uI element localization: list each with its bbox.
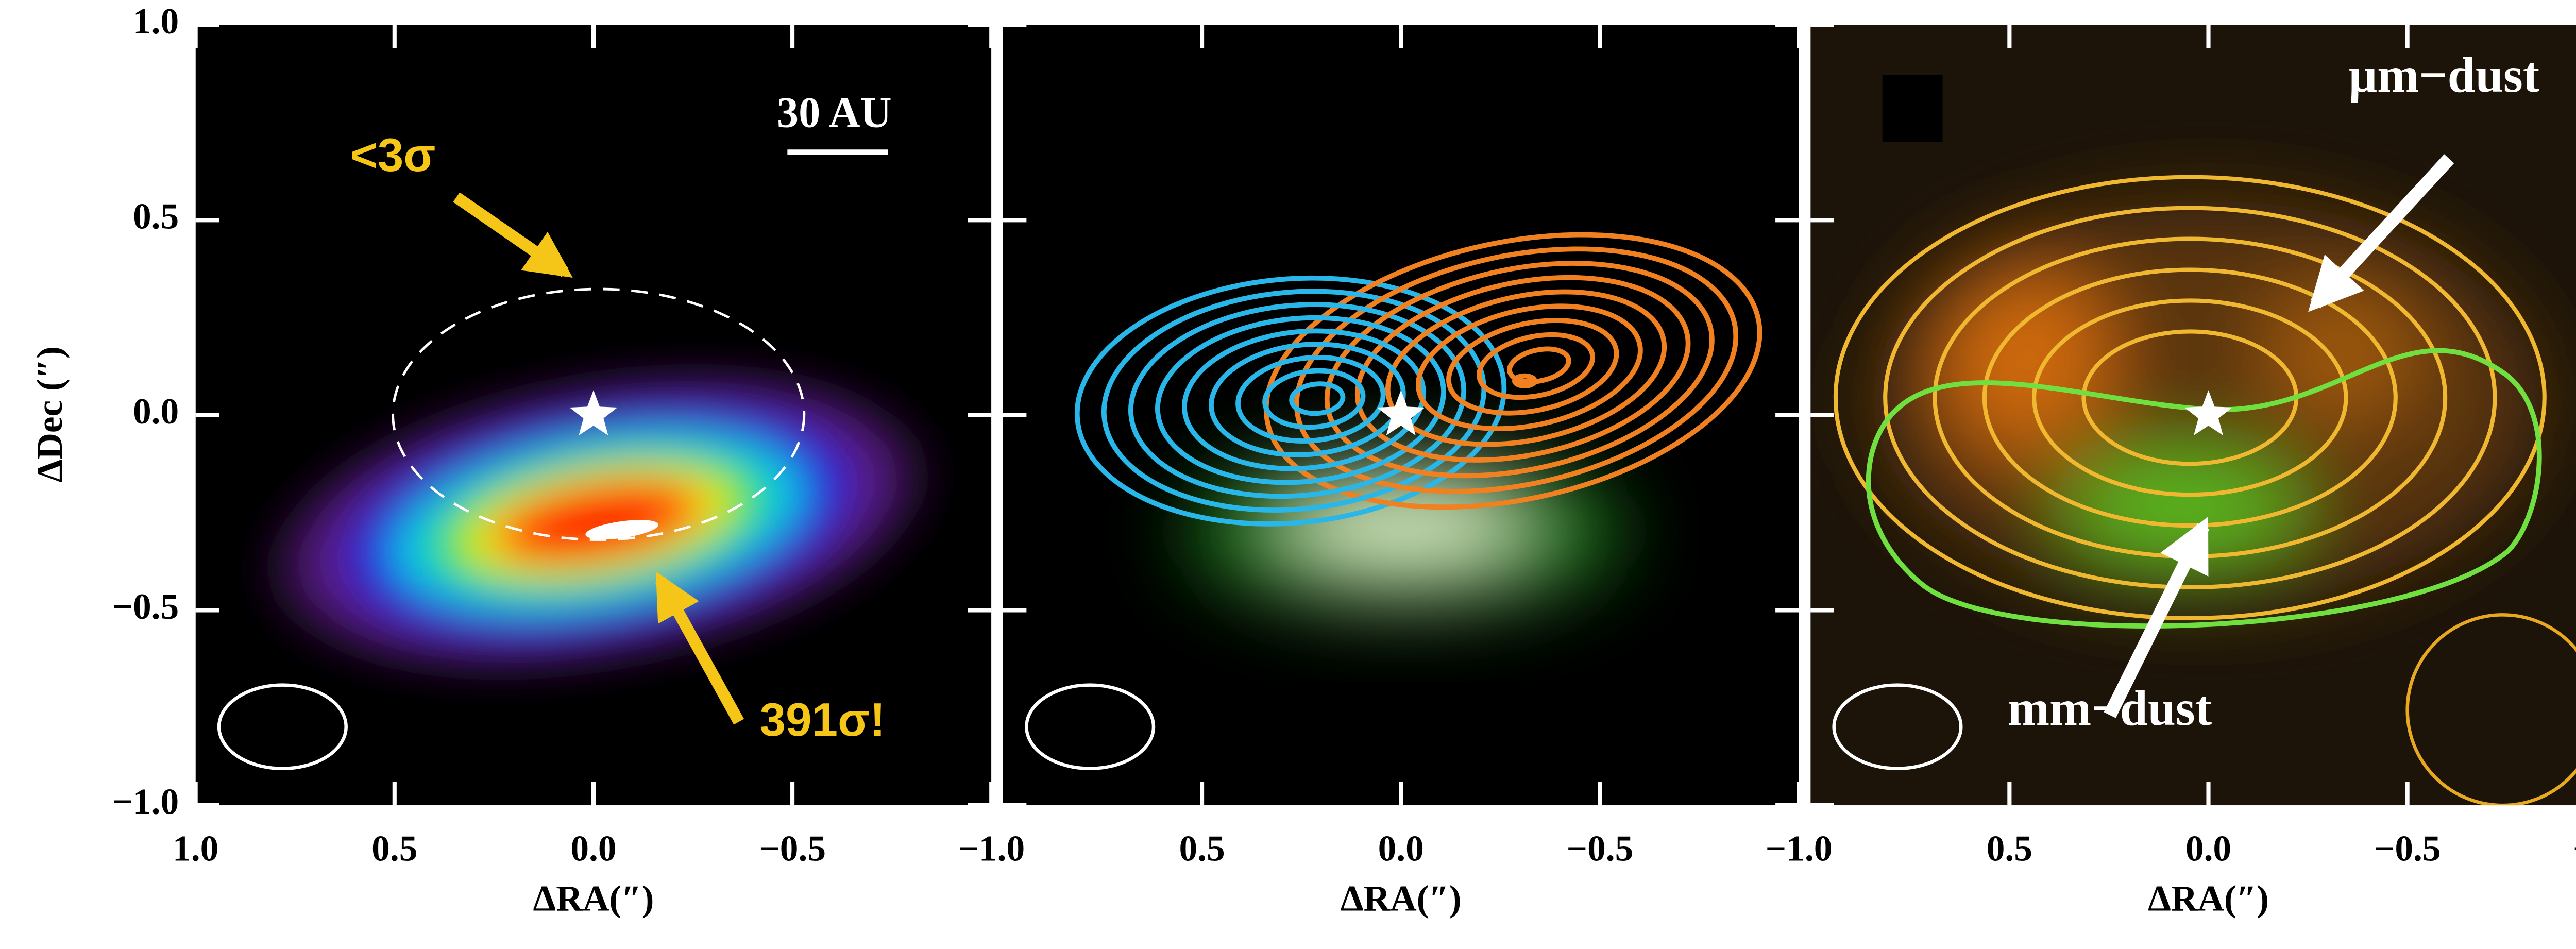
- x-tick-label: −1.0: [2573, 828, 2576, 869]
- annotation: <3σ: [350, 129, 436, 181]
- x-tick-label: 0.5: [371, 828, 417, 869]
- x-tick-label: 0.0: [570, 828, 616, 869]
- x-tick-label: 0.5: [1179, 828, 1225, 869]
- y-tick-label: −0.5: [112, 586, 179, 627]
- mask-square: [1883, 75, 1943, 142]
- y-tick-label: 0.5: [133, 196, 179, 237]
- x-tick-label: 0.5: [1987, 828, 2032, 869]
- figure: 30 AU <3σ 391σ! 1.0 0.5 0.0 −0.5 −1.0 −1.0 −0.5 0.…: [0, 0, 2576, 949]
- page: {"chart_data":[ {"type":"image","xlabel"…: [0, 0, 2576, 949]
- annotation: 30 AU: [777, 89, 892, 137]
- x-tick-label: 0.0: [1378, 828, 1424, 869]
- shape: [1943, 267, 2110, 451]
- x-axis-label: ΔRA(″): [2148, 878, 2269, 919]
- y-tick-label: −1.0: [112, 781, 179, 822]
- panel-image: [1003, 25, 1799, 805]
- y-tick-label: 1.0: [133, 1, 179, 42]
- x-axis-label: ΔRA(″): [1341, 878, 1462, 919]
- x-axis-label: ΔRA(″): [533, 878, 654, 919]
- y-tick-label: 0.0: [133, 391, 179, 432]
- annotation: 391σ!: [760, 694, 886, 746]
- x-tick-label: −1.0: [958, 828, 1025, 869]
- x-tick-label: 0.0: [2185, 828, 2231, 869]
- x-tick-label: −0.5: [1566, 828, 1633, 869]
- shape: [1287, 489, 1521, 563]
- x-tick-label: −0.5: [759, 828, 826, 869]
- x-tick-label: −1.0: [1766, 828, 1833, 869]
- y-axis-label: ΔDec (″): [29, 346, 70, 482]
- annotation: μm−dust: [2349, 47, 2539, 103]
- panel-image: [196, 25, 992, 805]
- annotation: mm−dust: [2008, 681, 2212, 736]
- x-tick-label: 1.0: [173, 828, 218, 869]
- x-tick-label: −0.5: [2374, 828, 2441, 869]
